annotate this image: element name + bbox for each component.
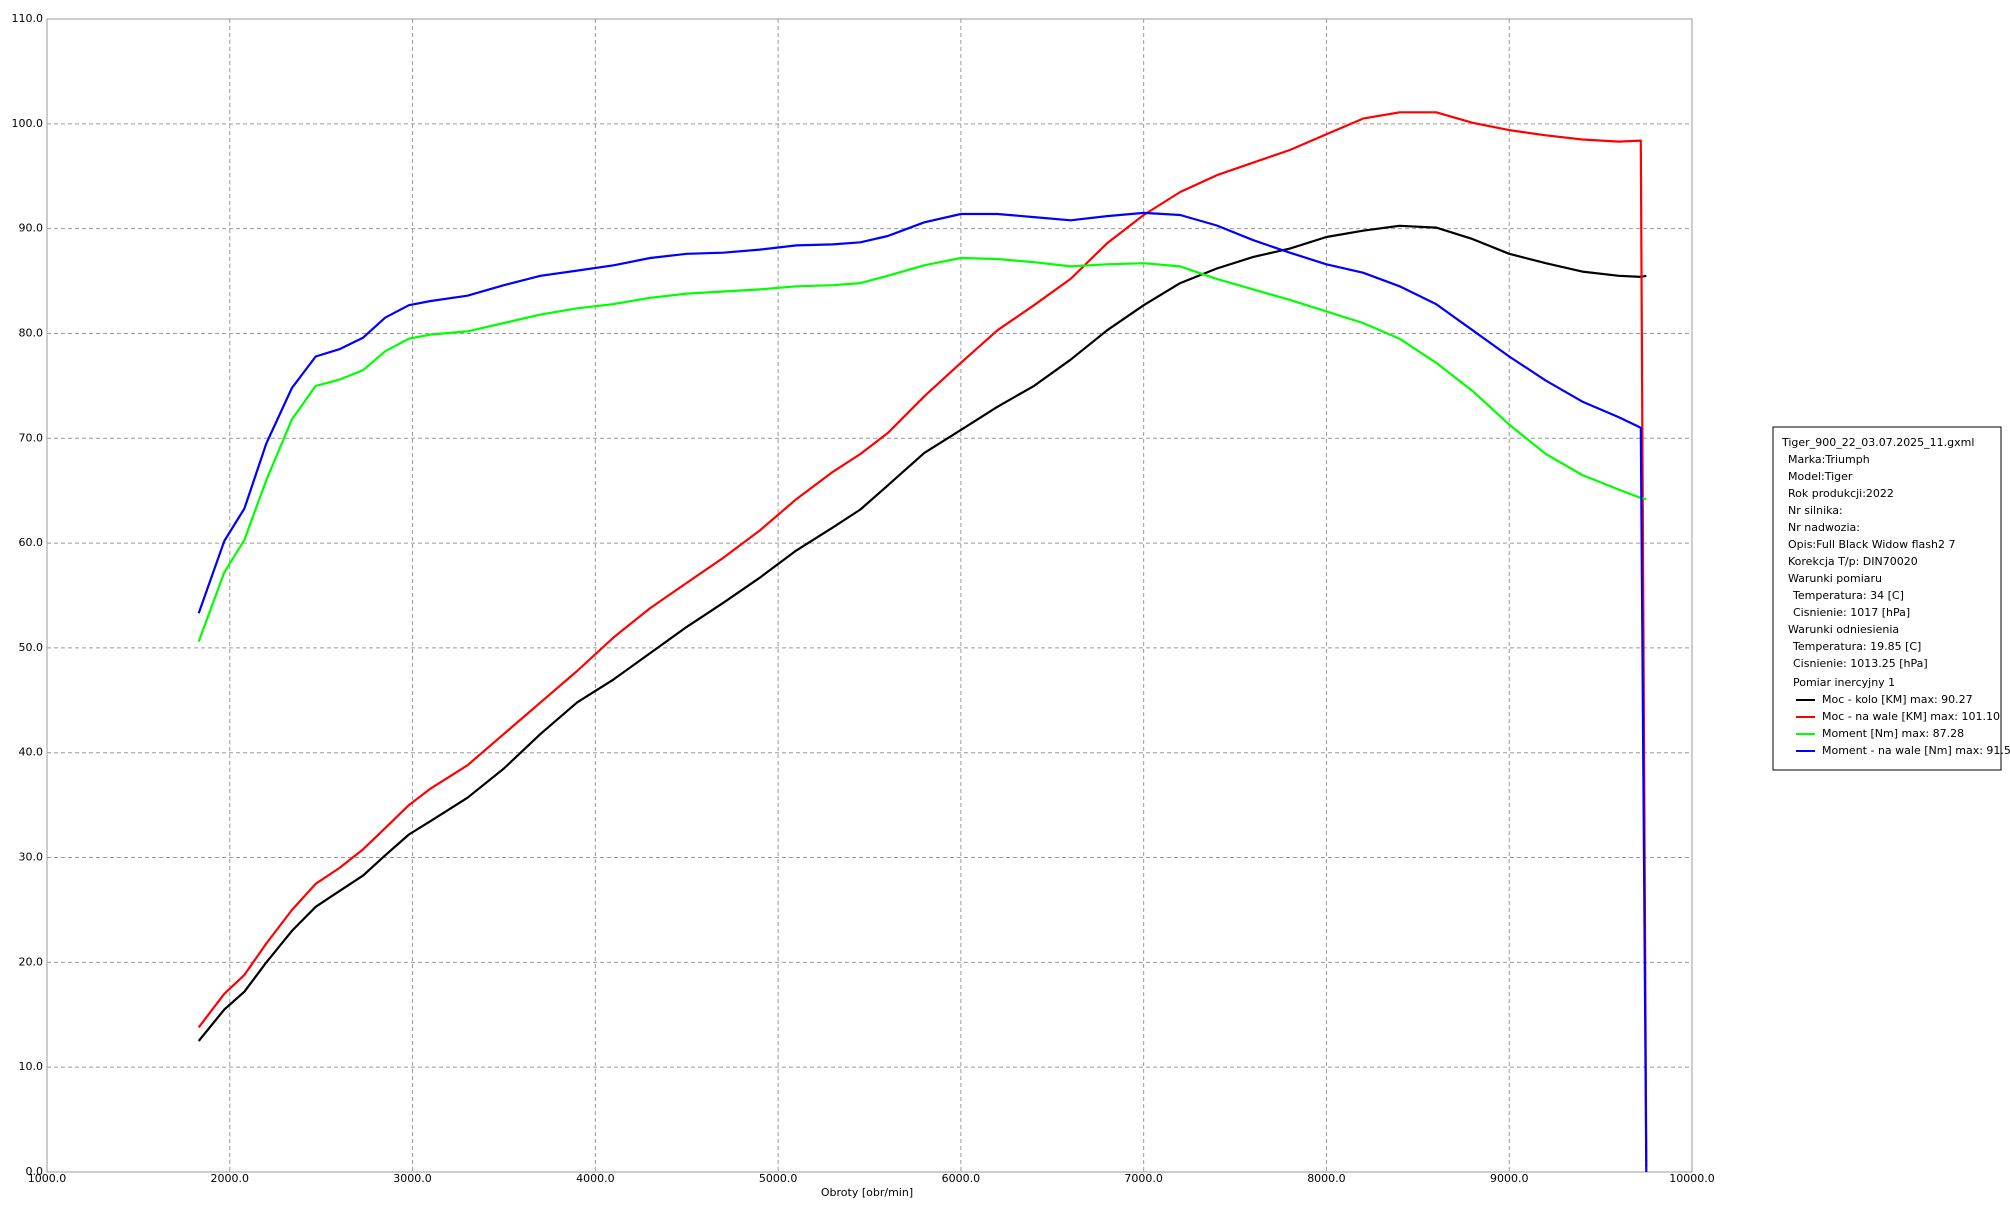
data-line (197, 111, 1648, 1167)
info-line: Marka:Triumph (1788, 453, 1870, 466)
x-axis-label: Obroty [obr/min] (821, 1186, 913, 1199)
legend-box (1772, 426, 2002, 771)
data-line (197, 256, 1647, 642)
y-tick-label: 30.0 (19, 851, 44, 864)
info-line: Rok produkcji:2022 (1788, 487, 1894, 500)
y-tick-label: 80.0 (19, 326, 44, 339)
info-line: Model:Tiger (1788, 470, 1853, 483)
x-tick-label: 8000.0 (1307, 1172, 1346, 1185)
info-line: Korekcja T/p: DIN70020 (1788, 555, 1918, 568)
info-line: Nr silnika: (1788, 504, 1843, 517)
legend-label: Moc - kolo [KM] max: 90.27 (1822, 693, 1973, 706)
data-line (197, 211, 1648, 1173)
info-line: Nr nadwozia: (1788, 521, 1860, 534)
y-tick-label: 20.0 (19, 955, 44, 968)
x-tick-label: 10000.0 (1669, 1172, 1715, 1185)
y-tick-label: 50.0 (19, 641, 44, 654)
x-tick-label: 4000.0 (576, 1172, 615, 1185)
legend-title: Pomiar inercyjny 1 (1793, 676, 1895, 689)
x-tick-label: 9000.0 (1490, 1172, 1529, 1185)
x-tick-label: 5000.0 (759, 1172, 798, 1185)
info-line: Warunki pomiaru (1788, 572, 1882, 585)
x-tick-label: 3000.0 (393, 1172, 432, 1185)
info-line: Warunki odniesienia (1788, 623, 1899, 636)
y-tick-label: 10.0 (19, 1060, 44, 1073)
x-tick-label: 6000.0 (942, 1172, 981, 1185)
y-tick-label: 60.0 (19, 536, 44, 549)
info-line: Temperatura: 19.85 [C] (1792, 640, 1921, 653)
y-tick-label: 100.0 (12, 117, 44, 130)
x-tick-label: 1000.0 (28, 1172, 67, 1185)
data-line (197, 224, 1647, 1042)
legend-label: Moment - na wale [Nm] max: 91.54 (1822, 744, 2010, 757)
y-tick-label: 70.0 (19, 431, 44, 444)
legend-label: Moment [Nm] max: 87.28 (1822, 727, 1964, 740)
info-line: Temperatura: 34 [C] (1792, 589, 1904, 602)
info-line: Cisnienie: 1013.25 [hPa] (1793, 657, 1928, 670)
info-line: Tiger_900_22_03.07.2025_11.gxml (1781, 436, 1974, 449)
y-tick-label: 40.0 (19, 746, 44, 759)
plot-frame (46, 18, 1693, 1173)
info-line: Opis:Full Black Widow flash2 7 (1788, 538, 1955, 551)
y-tick-label: 110.0 (12, 12, 44, 25)
x-tick-label: 7000.0 (1124, 1172, 1163, 1185)
legend-label: Moc - na wale [KM] max: 101.10 (1822, 710, 2000, 723)
info-line: Cisnienie: 1017 [hPa] (1793, 606, 1910, 619)
y-tick-label: 90.0 (19, 222, 44, 235)
x-tick-label: 2000.0 (211, 1172, 250, 1185)
y-tick-label: 0.0 (26, 1165, 44, 1178)
